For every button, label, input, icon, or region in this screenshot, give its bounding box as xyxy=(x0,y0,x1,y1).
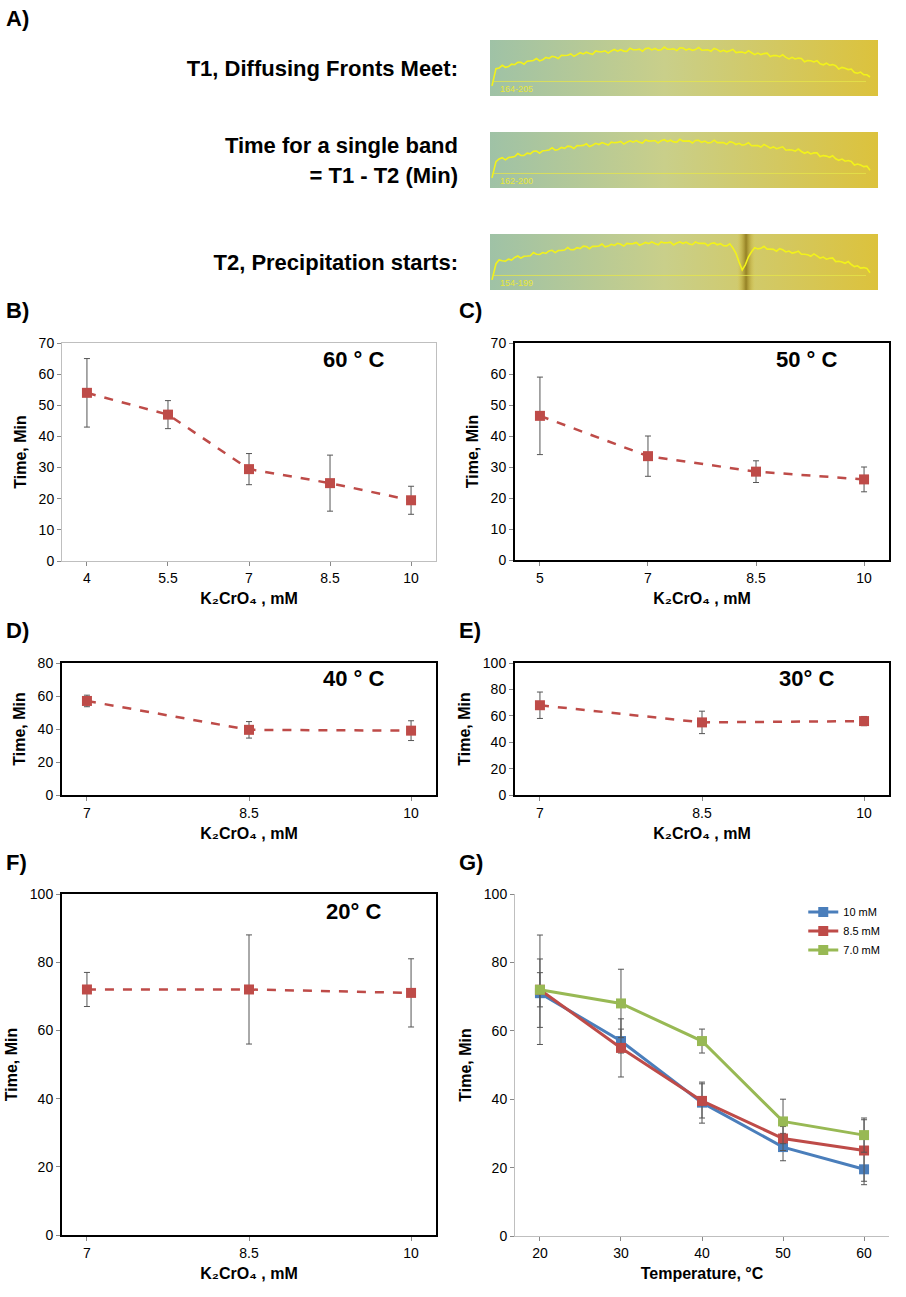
svg-text:7.0 mM: 7.0 mM xyxy=(843,944,880,956)
svg-text:20: 20 xyxy=(491,490,507,506)
svg-text:7: 7 xyxy=(644,570,652,586)
svg-text:Time, Min: Time, Min xyxy=(464,415,481,489)
svg-text:8.5 mM: 8.5 mM xyxy=(843,925,880,937)
svg-text:7: 7 xyxy=(536,805,544,821)
svg-text:80: 80 xyxy=(38,655,54,671)
svg-text:Time for a single band: Time for a single band xyxy=(225,133,458,158)
svg-text:K₂CrO₄ , mM: K₂CrO₄ , mM xyxy=(653,590,750,607)
svg-text:10 mM: 10 mM xyxy=(843,906,877,918)
svg-text:0: 0 xyxy=(498,552,506,568)
svg-text:80: 80 xyxy=(491,681,507,697)
svg-text:10: 10 xyxy=(856,570,872,586)
svg-text:K₂CrO₄ , mM: K₂CrO₄ , mM xyxy=(200,1265,297,1282)
svg-text:Time, Min: Time, Min xyxy=(457,1028,474,1102)
svg-text:40 ° C: 40 ° C xyxy=(323,666,384,691)
svg-text:60: 60 xyxy=(856,1245,872,1261)
svg-text:30: 30 xyxy=(491,459,507,475)
svg-text:K₂CrO₄ , mM: K₂CrO₄ , mM xyxy=(200,590,297,607)
svg-text:T2, Precipitation starts:: T2, Precipitation starts: xyxy=(213,250,458,275)
svg-text:80: 80 xyxy=(492,954,508,970)
svg-text:K₂CrO₄ , mM: K₂CrO₄ , mM xyxy=(653,825,750,842)
html-text:G): G) xyxy=(459,850,484,875)
svg-text:5: 5 xyxy=(536,570,544,586)
svg-text:T1, Diffusing Fronts Meet:: T1, Diffusing Fronts Meet: xyxy=(187,56,458,81)
svg-text:8.5: 8.5 xyxy=(746,570,766,586)
svg-text:50: 50 xyxy=(39,397,55,413)
svg-text:162-200: 162-200 xyxy=(500,176,533,186)
svg-text:50 ° C: 50 ° C xyxy=(776,347,837,372)
svg-text:K₂CrO₄ , mM: K₂CrO₄ , mM xyxy=(200,825,297,842)
svg-text:164-205: 164-205 xyxy=(500,84,533,94)
svg-text:0: 0 xyxy=(46,553,54,569)
svg-text:8.5: 8.5 xyxy=(239,805,259,821)
svg-text:20° C: 20° C xyxy=(326,899,381,924)
svg-text:Time, Min: Time, Min xyxy=(456,692,473,766)
svg-text:5.5: 5.5 xyxy=(158,570,178,586)
svg-text:40: 40 xyxy=(38,721,54,737)
svg-text:0: 0 xyxy=(45,1227,53,1243)
svg-text:100: 100 xyxy=(30,886,54,902)
svg-text:Time, Min: Time, Min xyxy=(12,415,29,489)
svg-text:60: 60 xyxy=(39,366,55,382)
svg-text:50: 50 xyxy=(491,397,507,413)
svg-text:40: 40 xyxy=(491,734,507,750)
svg-text:7: 7 xyxy=(245,570,253,586)
svg-text:20: 20 xyxy=(491,761,507,777)
svg-text:60: 60 xyxy=(38,1022,54,1038)
svg-text:60: 60 xyxy=(491,708,507,724)
html-text:D): D) xyxy=(6,618,30,643)
svg-text:80: 80 xyxy=(38,954,54,970)
svg-text:20: 20 xyxy=(492,1160,508,1176)
svg-text:8.5: 8.5 xyxy=(692,805,712,821)
svg-text:20: 20 xyxy=(532,1245,548,1261)
svg-text:4: 4 xyxy=(83,570,91,586)
html-text:E): E) xyxy=(459,618,481,643)
svg-text:20: 20 xyxy=(38,754,54,770)
svg-text:10: 10 xyxy=(856,805,872,821)
svg-text:7: 7 xyxy=(83,1245,91,1261)
svg-text:10: 10 xyxy=(39,522,55,538)
svg-text:50: 50 xyxy=(775,1245,791,1261)
svg-text:10: 10 xyxy=(491,521,507,537)
svg-text:0: 0 xyxy=(45,787,53,803)
svg-text:Time, Min: Time, Min xyxy=(11,692,28,766)
svg-text:7: 7 xyxy=(83,805,91,821)
svg-text:100: 100 xyxy=(483,655,507,671)
html-text:F): F) xyxy=(6,850,27,875)
svg-text:100: 100 xyxy=(484,886,508,902)
svg-text:20: 20 xyxy=(39,491,55,507)
svg-text:30: 30 xyxy=(613,1245,629,1261)
html-text:C): C) xyxy=(459,298,483,323)
svg-text:10: 10 xyxy=(403,1245,419,1261)
svg-text:A): A) xyxy=(6,6,29,31)
svg-text:30° C: 30° C xyxy=(779,666,834,691)
svg-text:40: 40 xyxy=(38,1091,54,1107)
svg-text:10: 10 xyxy=(403,570,419,586)
svg-text:60: 60 xyxy=(492,1023,508,1039)
svg-text:= T1 - T2 (Min): = T1 - T2 (Min) xyxy=(310,163,459,188)
svg-text:0: 0 xyxy=(499,1228,507,1244)
svg-text:Time, Min: Time, Min xyxy=(3,1028,20,1102)
svg-text:20: 20 xyxy=(38,1159,54,1175)
html-text:B): B) xyxy=(6,298,30,323)
svg-text:70: 70 xyxy=(39,335,55,351)
svg-text:0: 0 xyxy=(498,787,506,803)
svg-text:30: 30 xyxy=(39,459,55,475)
svg-text:60: 60 xyxy=(491,366,507,382)
svg-text:40: 40 xyxy=(39,428,55,444)
svg-text:40: 40 xyxy=(491,428,507,444)
svg-text:8.5: 8.5 xyxy=(320,570,340,586)
svg-text:40: 40 xyxy=(492,1091,508,1107)
svg-text:70: 70 xyxy=(491,335,507,351)
svg-text:60: 60 xyxy=(38,688,54,704)
svg-text:40: 40 xyxy=(694,1245,710,1261)
svg-text:60 ° C: 60 ° C xyxy=(323,347,384,372)
svg-text:154-199: 154-199 xyxy=(500,278,533,288)
svg-text:10: 10 xyxy=(403,805,419,821)
svg-text:8.5: 8.5 xyxy=(239,1245,259,1261)
svg-text:Temperature, °C: Temperature, °C xyxy=(641,1265,764,1282)
